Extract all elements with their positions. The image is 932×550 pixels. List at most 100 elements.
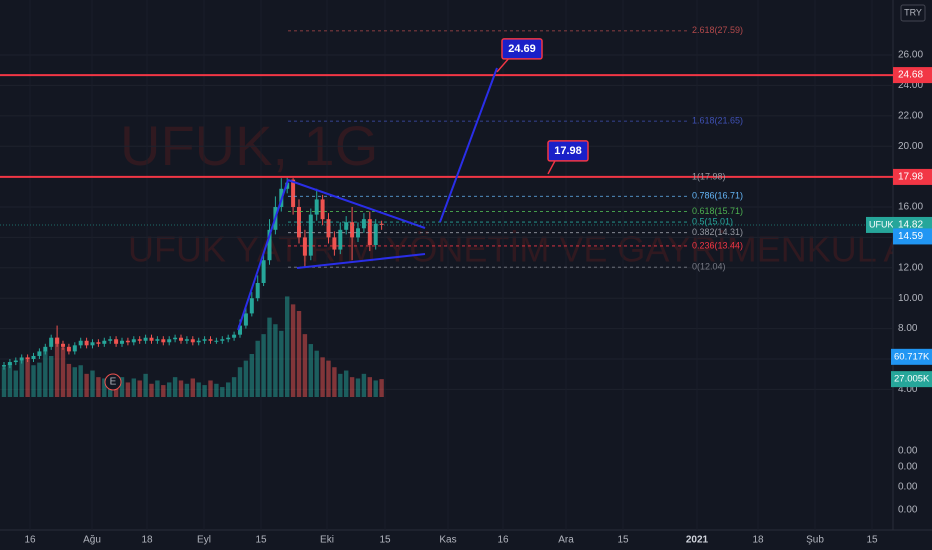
candle-body xyxy=(350,222,355,238)
candle-body xyxy=(367,219,372,246)
volume-bar xyxy=(49,355,54,397)
candle-body xyxy=(214,340,219,342)
x-tick-label: 15 xyxy=(617,535,629,546)
volume-bar xyxy=(261,334,266,397)
callout-box xyxy=(501,38,543,60)
volume-bar xyxy=(161,385,166,397)
volume-bar xyxy=(237,367,243,397)
volume-bar xyxy=(19,360,24,397)
candle-body xyxy=(143,337,148,341)
volume-bar xyxy=(102,378,107,397)
price-label-box xyxy=(893,67,932,84)
fib-label: 0.5(15.01) xyxy=(692,216,733,226)
volume-bar xyxy=(314,350,319,397)
volume-bar xyxy=(302,334,308,397)
volume-bar xyxy=(296,310,302,397)
lower-axis-label: 0.00 xyxy=(898,505,918,516)
candle-body xyxy=(220,339,225,341)
volume-bar xyxy=(1,367,7,397)
overlays: 26.0024.0022.0020.0018.0016.0014.0012.00… xyxy=(0,25,932,546)
volume-bar xyxy=(344,370,349,397)
y-tick-label: 22.00 xyxy=(898,110,923,121)
volume-bar xyxy=(267,317,272,397)
y-tick-label: 4.00 xyxy=(898,384,918,395)
y-tick-label: 12.00 xyxy=(898,262,923,273)
candle-body xyxy=(13,360,18,363)
candle-body xyxy=(7,362,12,366)
volume-bar xyxy=(226,382,231,397)
candle-body xyxy=(285,182,290,189)
x-tick-label: 15 xyxy=(379,535,391,546)
volume-bar xyxy=(37,362,42,397)
candle-body xyxy=(373,223,378,246)
candle-body xyxy=(37,351,42,356)
volume-bar xyxy=(25,357,30,397)
volume-label-box xyxy=(891,348,932,365)
candle-body xyxy=(125,340,130,343)
candle-body xyxy=(78,340,83,346)
volume-label: 60.717K xyxy=(894,351,930,362)
volume-bar xyxy=(231,377,237,397)
x-tick-label: Kas xyxy=(439,535,456,546)
volume-bar xyxy=(332,367,337,397)
symbol-watermark: UFUK, 1G xyxy=(120,114,378,177)
fib-label: 1(17.98) xyxy=(692,171,726,181)
x-tick-label: Ara xyxy=(558,535,574,546)
x-tick-label: Eki xyxy=(320,535,334,546)
volume-bar xyxy=(355,378,361,397)
candle-body xyxy=(361,219,366,229)
candle-body xyxy=(291,179,296,208)
callout-label: 17.98 xyxy=(554,145,582,157)
candle-body xyxy=(255,283,260,299)
price-label: 24.68 xyxy=(898,70,923,81)
volume-bar xyxy=(361,373,367,397)
candle-body xyxy=(108,339,113,341)
candle-body xyxy=(302,237,307,256)
candle-body xyxy=(179,337,183,341)
volume-bar xyxy=(143,373,148,397)
candle-body xyxy=(66,346,71,352)
candle-body xyxy=(190,339,195,343)
volume-bar xyxy=(326,360,331,397)
candle-body xyxy=(202,339,207,341)
currency: TRY xyxy=(904,7,922,17)
earnings-marker-circle[interactable] xyxy=(104,373,122,391)
price-label-box xyxy=(893,168,932,185)
volume-bar xyxy=(13,370,18,397)
volume-bar xyxy=(96,377,101,397)
callout-label: 24.69 xyxy=(508,43,536,55)
candle-body xyxy=(19,357,24,361)
earnings-marker[interactable]: E xyxy=(110,377,117,388)
volume-label-box xyxy=(891,371,932,388)
candle-body xyxy=(238,325,242,335)
volume-bar xyxy=(214,383,219,397)
projection-line xyxy=(439,67,498,223)
candle-body xyxy=(131,339,136,343)
fib-label: 2.618(27.59) xyxy=(692,25,743,35)
volume-bar xyxy=(202,385,207,397)
candle-body xyxy=(61,343,65,347)
callout-box xyxy=(547,140,589,162)
volume-bar xyxy=(7,363,13,397)
volume-bar xyxy=(249,353,254,397)
candle-body xyxy=(96,342,101,344)
volume-bar xyxy=(379,379,384,397)
triangle-upper xyxy=(287,179,426,229)
x-tick-label: Şub xyxy=(806,535,824,546)
volume-bar xyxy=(184,383,190,397)
fib-label: 0.382(14.31) xyxy=(692,227,743,237)
y-tick-label: 26.00 xyxy=(898,50,923,61)
candle-body xyxy=(249,298,254,314)
candle-body xyxy=(232,334,237,338)
volume-bar xyxy=(72,367,77,397)
candle-body xyxy=(267,229,272,261)
volume-bar xyxy=(243,360,249,397)
fib-label: 0.236(13.44) xyxy=(692,240,743,250)
y-tick-label: 24.00 xyxy=(898,80,923,91)
y-tick-label: 20.00 xyxy=(898,141,923,152)
candle-body xyxy=(149,337,154,341)
volume-bar xyxy=(178,380,184,397)
x-tick-label: 2021 xyxy=(686,535,709,546)
volume-bar xyxy=(320,357,325,397)
candle-body xyxy=(173,337,178,340)
